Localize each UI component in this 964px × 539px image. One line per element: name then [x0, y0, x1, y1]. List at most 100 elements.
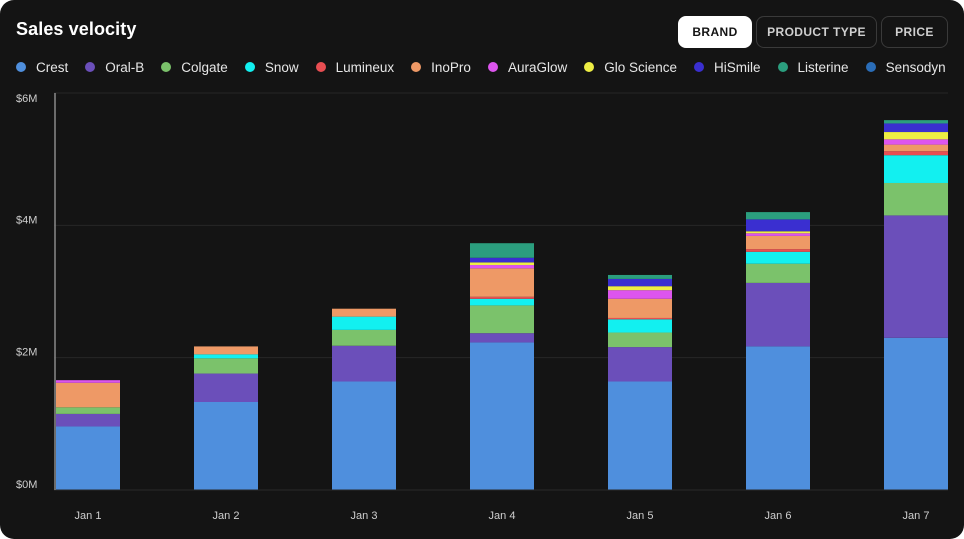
bar-segment-crest[interactable] — [194, 401, 258, 490]
bar-segment-snow[interactable] — [746, 251, 810, 264]
legend-swatch — [244, 62, 255, 72]
legend-swatch — [315, 62, 326, 72]
legend-item-listerine[interactable]: Listerine — [777, 60, 849, 75]
bar-stack-jan-3[interactable] — [332, 308, 396, 490]
bar-segment-colgate[interactable] — [56, 407, 120, 414]
bar-stack-jan-4[interactable] — [470, 243, 534, 490]
bar-stack-jan-1[interactable] — [56, 380, 120, 490]
legend-swatch — [694, 62, 705, 72]
bar-segment-inopro[interactable] — [332, 308, 396, 317]
x-tick-label: Jan 3 — [351, 510, 378, 522]
bar-segment-snow[interactable] — [194, 354, 258, 359]
bar-segment-lumineux[interactable] — [746, 249, 810, 252]
bar-segment-colgate[interactable] — [608, 332, 672, 348]
y-tick-label: $4M — [16, 214, 37, 226]
bar-segment-snow[interactable] — [608, 319, 672, 333]
bar-segment-hismile[interactable] — [884, 123, 948, 133]
legend-swatch — [487, 62, 498, 72]
legend-item-glo-science[interactable]: Glo Science — [584, 60, 677, 75]
bar-segment-glo-science[interactable] — [884, 132, 948, 140]
bar-segment-listerine[interactable] — [884, 120, 948, 124]
bar-stack-jan-2[interactable] — [194, 346, 258, 490]
tab-price[interactable]: PRICE — [881, 16, 948, 48]
legend-item-auraglow[interactable]: AuraGlow — [487, 60, 567, 75]
bar-segment-crest[interactable] — [884, 337, 948, 490]
bar-segment-listerine[interactable] — [470, 243, 534, 258]
bar-segment-auraglow[interactable] — [608, 290, 672, 299]
bar-segment-auraglow[interactable] — [56, 380, 120, 383]
bar-segment-colgate[interactable] — [470, 305, 534, 334]
bar-segment-oral-b[interactable] — [332, 345, 396, 382]
legend-label: InoPro — [431, 59, 471, 75]
bar-segment-lumineux[interactable] — [884, 151, 948, 156]
bar-segment-oral-b[interactable] — [884, 215, 948, 338]
bar-stack-jan-5[interactable] — [608, 274, 672, 490]
chart-title: Sales velocity — [16, 19, 137, 39]
bar-segment-listerine[interactable] — [746, 212, 810, 220]
bar-stack-jan-6[interactable] — [746, 212, 810, 490]
legend-item-inopro[interactable]: InoPro — [411, 60, 471, 75]
legend-item-colgate[interactable]: Colgate — [161, 60, 228, 75]
bar-segment-glo-science[interactable] — [608, 286, 672, 291]
bar-segment-colgate[interactable] — [884, 182, 948, 216]
bar-segment-crest[interactable] — [608, 381, 672, 490]
legend-swatch — [16, 62, 26, 72]
legend-swatch — [411, 62, 422, 72]
bar-segment-colgate[interactable] — [194, 358, 258, 374]
x-tick-label: Jan 6 — [765, 510, 792, 522]
legend-swatch — [777, 62, 788, 72]
y-tick-label: $0M — [16, 479, 37, 491]
tab-brand[interactable]: BRAND — [678, 16, 752, 48]
legend-label: HiSmile — [714, 59, 761, 75]
bar-segment-hismile[interactable] — [608, 278, 672, 287]
legend-swatch — [85, 62, 96, 72]
bar-segment-hismile[interactable] — [470, 257, 534, 263]
legend-item-sensodyne[interactable]: Sensodyne — [865, 60, 946, 75]
bar-segment-lumineux[interactable] — [608, 317, 672, 320]
bar-segment-auraglow[interactable] — [470, 265, 534, 269]
bar-segment-crest[interactable] — [56, 426, 120, 490]
bar-segment-inopro[interactable] — [56, 382, 120, 408]
bar-segment-oral-b[interactable] — [56, 413, 120, 427]
bar-segment-auraglow[interactable] — [884, 139, 948, 145]
bar-segment-crest[interactable] — [332, 381, 396, 490]
bar-segment-crest[interactable] — [470, 342, 534, 490]
bar-segment-colgate[interactable] — [746, 263, 810, 283]
legend-label: Lumineux — [335, 59, 395, 75]
bar-segment-inopro[interactable] — [470, 268, 534, 297]
bar-segment-snow[interactable] — [470, 298, 534, 306]
legend-swatch — [161, 62, 172, 72]
bar-segment-inopro[interactable] — [884, 144, 948, 152]
legend-item-snow[interactable]: Snow — [244, 59, 299, 75]
bar-segment-oral-b[interactable] — [194, 373, 258, 402]
legend-item-lumineux[interactable]: Lumineux — [315, 59, 395, 75]
tab-product-type[interactable]: PRODUCT TYPE — [756, 16, 877, 48]
legend-label: Snow — [264, 59, 299, 75]
bar-segment-hismile[interactable] — [746, 219, 810, 232]
bar-segment-snow[interactable] — [884, 155, 948, 183]
bar-segment-crest[interactable] — [746, 346, 810, 490]
bar-segment-glo-science[interactable] — [470, 262, 534, 266]
legend-label: Oral-B — [105, 59, 145, 75]
x-tick-label: Jan 5 — [627, 510, 654, 522]
bar-segment-auraglow[interactable] — [746, 233, 810, 236]
bar-segment-inopro[interactable] — [746, 235, 810, 250]
bar-segment-snow[interactable] — [332, 316, 396, 330]
bar-segment-listerine[interactable] — [608, 274, 672, 279]
bar-segment-colgate[interactable] — [332, 329, 396, 346]
bar-stack-jan-7[interactable] — [884, 120, 948, 490]
y-tick-label: $2M — [16, 347, 37, 359]
y-tick-label: $6M — [16, 93, 37, 105]
bar-segment-inopro[interactable] — [194, 346, 258, 355]
legend-swatch — [584, 62, 595, 72]
bar-segment-inopro[interactable] — [608, 298, 672, 318]
legend-item-hismile[interactable]: HiSmile — [694, 60, 761, 75]
bar-segment-lumineux[interactable] — [470, 296, 534, 299]
bar-segment-oral-b[interactable] — [608, 347, 672, 382]
bar-segment-oral-b[interactable] — [746, 282, 810, 347]
legend-item-oral-b[interactable]: Oral-B — [85, 60, 144, 75]
bar-segment-oral-b[interactable] — [470, 333, 534, 343]
legend-item-crest[interactable]: Crest — [16, 60, 68, 75]
bar-segment-glo-science[interactable] — [746, 231, 810, 234]
